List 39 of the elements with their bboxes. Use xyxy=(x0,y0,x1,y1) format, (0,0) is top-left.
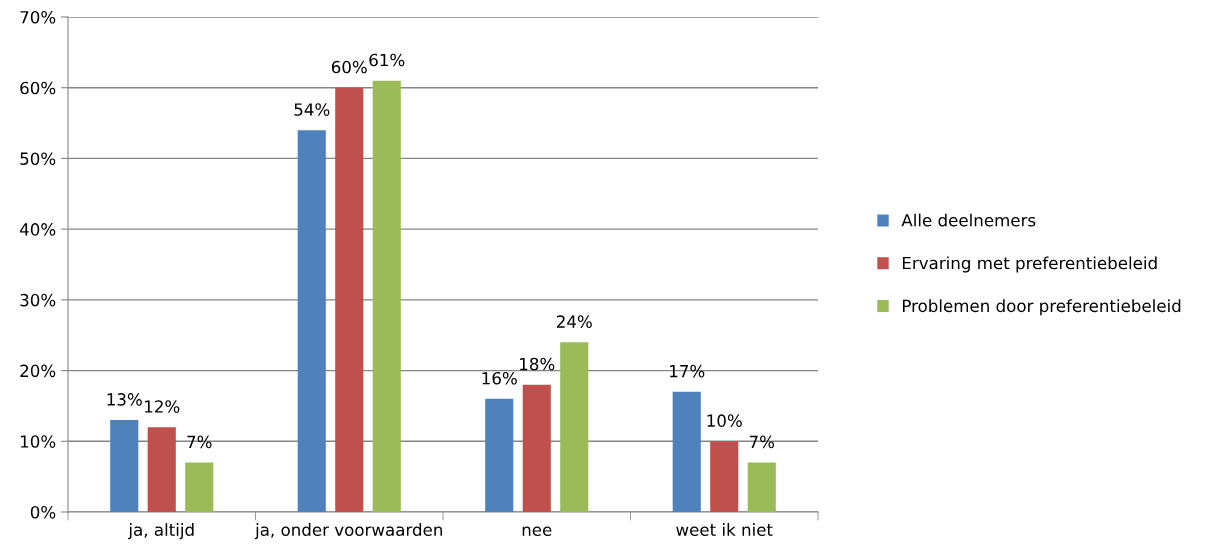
y-tick-label: 0% xyxy=(30,505,56,519)
y-tick-label: 40% xyxy=(19,223,56,236)
bar xyxy=(522,384,551,512)
data-label: 61% xyxy=(369,53,405,67)
y-tick-label: 30% xyxy=(20,293,56,307)
data-label: 13% xyxy=(107,393,142,406)
y-tick-label: 20% xyxy=(20,364,56,378)
bar xyxy=(710,441,739,512)
data-label: 12% xyxy=(145,400,180,413)
x-tick-label: weet ik niet xyxy=(676,523,773,537)
y-tick-label: 70% xyxy=(20,10,56,24)
data-label: 10% xyxy=(707,414,742,427)
x-tick-label: nee xyxy=(522,526,552,537)
y-tick-label: 50% xyxy=(20,152,56,165)
bar xyxy=(110,420,139,512)
x-tick-label: ja, onder voorwaarden xyxy=(254,523,442,540)
bar xyxy=(185,462,214,512)
y-tick-label: 10% xyxy=(20,435,56,448)
bar xyxy=(335,87,364,512)
data-label: 24% xyxy=(556,315,592,328)
bar xyxy=(560,342,589,512)
bar xyxy=(672,391,701,512)
data-label: 16% xyxy=(482,371,517,385)
bar xyxy=(297,130,326,512)
data-label: 7% xyxy=(187,435,212,449)
data-label: 60% xyxy=(331,60,367,74)
legend-label: Ervaring met preferentiebeleid xyxy=(902,256,1157,273)
legend-label: Alle deelnemers xyxy=(901,213,1036,227)
data-label: 54% xyxy=(294,103,330,116)
bar xyxy=(485,398,514,512)
x-tick-label: ja, altijd xyxy=(128,523,194,540)
data-label: 18% xyxy=(520,357,555,371)
bar xyxy=(747,462,776,512)
bar xyxy=(372,80,401,512)
y-tick-label: 60% xyxy=(20,81,56,95)
legend-label: Problemen door preferentiebeleid xyxy=(902,299,1181,316)
data-label: 7% xyxy=(749,435,775,449)
data-label: 17% xyxy=(670,364,705,378)
bar xyxy=(147,427,176,512)
